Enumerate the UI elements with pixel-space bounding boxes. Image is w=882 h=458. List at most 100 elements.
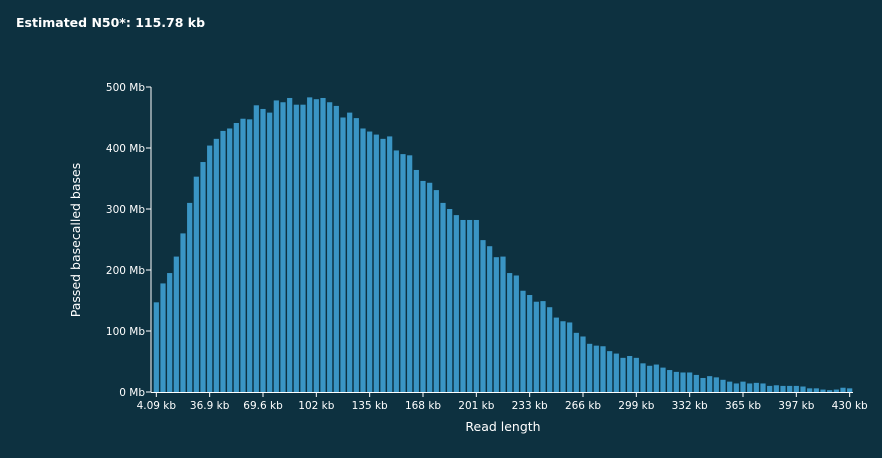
histogram-bar — [227, 128, 233, 393]
y-tick-label: 300 Mb — [106, 204, 145, 216]
histogram-bar — [413, 169, 419, 392]
x-tick-label: 299 kb — [618, 400, 654, 412]
histogram-bar — [293, 104, 299, 392]
histogram-bar — [367, 131, 373, 392]
histogram-bar — [567, 322, 573, 392]
histogram-bar — [493, 257, 499, 392]
x-tick-label: 4.09 kb — [137, 400, 177, 412]
histogram-bar — [500, 256, 506, 392]
x-tick-label: 102 kb — [298, 400, 334, 412]
y-axis-ticks: 0 Mb 100 Mb 200 Mb 300 Mb 400 Mb 500 Mb — [106, 82, 151, 399]
y-axis-title: Passed basecalled bases — [68, 163, 83, 317]
histogram-bar — [767, 385, 773, 392]
histogram-bar — [820, 389, 826, 392]
histogram-bar — [727, 381, 733, 392]
histogram-bar — [347, 112, 353, 393]
histogram-bar — [193, 176, 199, 392]
histogram-bar — [753, 382, 759, 392]
x-tick-label: 135 kb — [352, 400, 388, 412]
x-tick-label: 430 kb — [832, 400, 868, 412]
histogram-bar — [747, 383, 753, 392]
histogram-bar — [213, 138, 219, 392]
histogram-bar — [793, 385, 799, 392]
histogram-bar — [613, 353, 619, 392]
histogram-bar — [273, 100, 279, 393]
histogram-bar — [333, 105, 339, 392]
histogram-bar — [627, 356, 633, 392]
histogram-bar — [693, 374, 699, 392]
histogram-bar — [527, 295, 533, 392]
histogram-bar — [420, 180, 426, 392]
histogram-bar — [840, 387, 846, 392]
histogram-bar — [320, 97, 326, 392]
histogram-bar — [480, 240, 486, 392]
y-tick-label: 100 Mb — [106, 326, 145, 338]
histogram-bar — [353, 118, 359, 393]
histogram-bar — [740, 381, 746, 392]
histogram-bar — [673, 371, 679, 392]
histogram-bar — [433, 190, 439, 392]
histogram-bar — [240, 118, 246, 392]
x-tick-label: 397 kb — [778, 400, 814, 412]
histogram-bar — [387, 136, 393, 392]
histogram-bar — [780, 385, 786, 392]
histogram-bar — [573, 332, 579, 392]
histogram-bar — [407, 155, 413, 392]
histogram-bar — [653, 364, 659, 392]
histogram-bar — [233, 122, 239, 393]
y-tick-label: 400 Mb — [106, 143, 145, 155]
y-tick-label: 500 Mb — [106, 82, 145, 94]
histogram-bar — [460, 219, 466, 392]
histogram-bar — [807, 388, 813, 392]
bars-group — [153, 97, 853, 393]
histogram-bar — [800, 386, 806, 392]
histogram-bar — [267, 112, 273, 393]
histogram-bar — [620, 357, 626, 392]
histogram-bar — [707, 376, 713, 392]
histogram-bar — [180, 233, 186, 392]
histogram-bar — [287, 97, 293, 392]
histogram-bar — [513, 275, 519, 392]
x-tick-label: 365 kb — [725, 400, 761, 412]
histogram-bar — [553, 317, 559, 392]
histogram-bar — [547, 307, 553, 392]
histogram-bar — [580, 336, 586, 392]
histogram-bar — [153, 302, 159, 392]
histogram-bar — [587, 343, 593, 392]
histogram-bar — [393, 150, 399, 392]
histogram-bar — [533, 301, 539, 392]
histogram-bar — [560, 321, 566, 392]
histogram-bar — [633, 357, 639, 392]
histogram-bar — [787, 385, 793, 392]
histogram-bar — [253, 105, 259, 393]
histogram-bar — [247, 119, 253, 392]
estimated-n50-text: Estimated N50*: 115.78 kb — [16, 15, 206, 30]
y-tick-label: 0 Mb — [119, 387, 145, 399]
histogram-bar — [607, 351, 613, 392]
x-tick-label: 69.6 kb — [243, 400, 283, 412]
histogram-bar — [447, 209, 453, 392]
x-tick-label: 36.9 kb — [190, 400, 230, 412]
histogram-bar — [760, 383, 766, 392]
x-tick-label: 266 kb — [565, 400, 601, 412]
histogram-bar — [160, 283, 166, 392]
histogram-bar — [340, 117, 346, 392]
histogram-bar — [380, 138, 386, 392]
histogram-bar — [687, 372, 693, 392]
x-tick-label: 332 kb — [672, 400, 708, 412]
x-tick-label: 233 kb — [512, 400, 548, 412]
histogram-bar — [540, 301, 546, 392]
histogram-bar — [467, 219, 473, 392]
histogram-bar — [487, 246, 493, 392]
histogram-bar — [833, 389, 839, 392]
histogram-bar — [773, 385, 779, 392]
histogram-bar — [813, 388, 819, 392]
histogram-bar — [280, 102, 286, 392]
histogram-bar — [680, 372, 686, 392]
histogram-bar — [440, 202, 446, 392]
histogram-bar — [660, 367, 666, 392]
histogram-bar — [187, 202, 193, 392]
histogram-bar — [207, 145, 213, 392]
histogram-bar — [173, 256, 179, 392]
